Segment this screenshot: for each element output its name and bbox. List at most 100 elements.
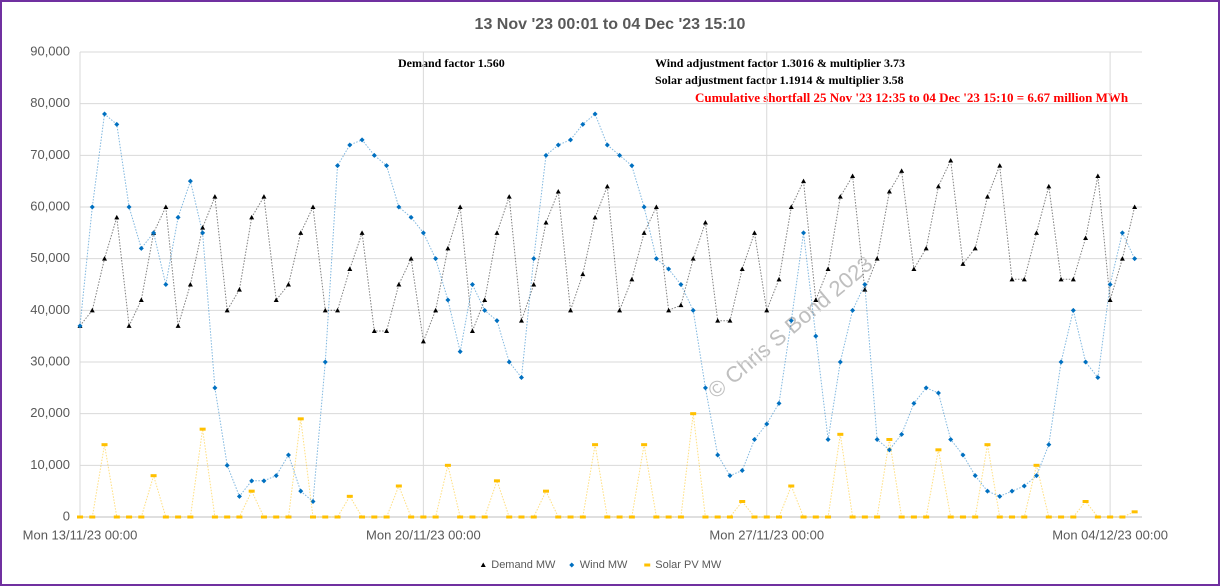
marker bbox=[727, 473, 733, 479]
marker bbox=[1009, 515, 1016, 519]
marker bbox=[224, 307, 230, 313]
marker bbox=[138, 297, 144, 302]
y-tick-label: 90,000 bbox=[30, 43, 70, 58]
marker bbox=[592, 214, 598, 220]
marker bbox=[874, 256, 880, 261]
marker bbox=[162, 515, 169, 519]
marker bbox=[690, 256, 696, 261]
marker bbox=[89, 515, 96, 519]
marker bbox=[923, 245, 929, 251]
marker bbox=[776, 515, 783, 519]
marker bbox=[359, 515, 366, 519]
marker bbox=[776, 400, 782, 406]
legend-marker bbox=[480, 562, 486, 567]
marker bbox=[1045, 515, 1052, 519]
marker bbox=[102, 256, 108, 261]
marker bbox=[813, 333, 819, 339]
marker bbox=[641, 230, 647, 235]
marker bbox=[1095, 173, 1101, 178]
marker bbox=[678, 302, 684, 308]
marker bbox=[322, 307, 328, 313]
marker bbox=[862, 282, 868, 287]
marker bbox=[297, 417, 304, 421]
marker bbox=[923, 385, 929, 391]
marker bbox=[997, 163, 1003, 168]
marker bbox=[567, 515, 574, 519]
marker bbox=[825, 266, 831, 271]
y-tick-label: 80,000 bbox=[30, 95, 70, 110]
marker bbox=[285, 282, 291, 287]
marker bbox=[788, 204, 794, 209]
marker bbox=[899, 168, 905, 173]
marker bbox=[899, 431, 905, 437]
marker bbox=[825, 515, 832, 519]
marker bbox=[800, 515, 807, 519]
marker bbox=[886, 189, 892, 194]
marker bbox=[555, 515, 562, 519]
marker bbox=[1107, 297, 1113, 302]
marker bbox=[126, 515, 133, 519]
marker bbox=[935, 390, 941, 396]
marker bbox=[126, 323, 132, 328]
marker bbox=[285, 452, 291, 458]
marker bbox=[849, 515, 856, 519]
marker bbox=[1094, 515, 1101, 519]
legend-label: Demand MW bbox=[491, 559, 556, 571]
marker bbox=[396, 204, 402, 210]
annotation: Cumulative shortfall 25 Nov '23 12:35 to… bbox=[695, 90, 1129, 105]
marker bbox=[138, 515, 145, 519]
marker bbox=[383, 515, 390, 519]
marker bbox=[1107, 282, 1113, 287]
marker bbox=[444, 463, 451, 467]
marker bbox=[788, 484, 795, 488]
marker bbox=[1021, 483, 1027, 489]
marker bbox=[248, 489, 255, 493]
marker bbox=[1132, 204, 1138, 209]
marker bbox=[702, 220, 708, 225]
marker bbox=[604, 142, 610, 148]
marker bbox=[420, 515, 427, 519]
marker bbox=[678, 282, 684, 287]
marker bbox=[1131, 510, 1138, 514]
marker bbox=[518, 515, 525, 519]
marker bbox=[260, 515, 267, 519]
marker bbox=[898, 515, 905, 519]
marker bbox=[89, 204, 95, 210]
marker bbox=[384, 163, 390, 169]
marker bbox=[359, 137, 365, 143]
marker bbox=[653, 256, 659, 262]
marker bbox=[420, 338, 426, 344]
marker bbox=[665, 515, 672, 519]
marker bbox=[249, 478, 255, 484]
marker bbox=[187, 515, 194, 519]
marker bbox=[531, 256, 537, 262]
marker bbox=[1083, 235, 1089, 240]
marker bbox=[334, 515, 341, 519]
marker bbox=[666, 307, 672, 313]
marker bbox=[690, 307, 696, 313]
legend-marker bbox=[644, 563, 651, 567]
marker bbox=[1009, 276, 1015, 282]
marker bbox=[1058, 359, 1064, 365]
marker bbox=[1070, 276, 1076, 282]
marker bbox=[347, 266, 353, 271]
marker bbox=[371, 515, 378, 519]
marker bbox=[432, 515, 439, 519]
marker bbox=[531, 282, 537, 287]
marker bbox=[874, 515, 881, 519]
marker bbox=[481, 515, 488, 519]
marker bbox=[384, 328, 390, 333]
marker bbox=[469, 515, 476, 519]
y-tick-label: 50,000 bbox=[30, 250, 70, 265]
marker bbox=[163, 282, 169, 287]
marker bbox=[997, 493, 1003, 499]
marker bbox=[1033, 463, 1040, 467]
marker bbox=[408, 214, 414, 220]
marker bbox=[420, 230, 426, 236]
marker bbox=[1119, 230, 1125, 236]
series-line bbox=[80, 413, 1135, 518]
marker bbox=[653, 515, 660, 519]
marker bbox=[518, 375, 524, 380]
